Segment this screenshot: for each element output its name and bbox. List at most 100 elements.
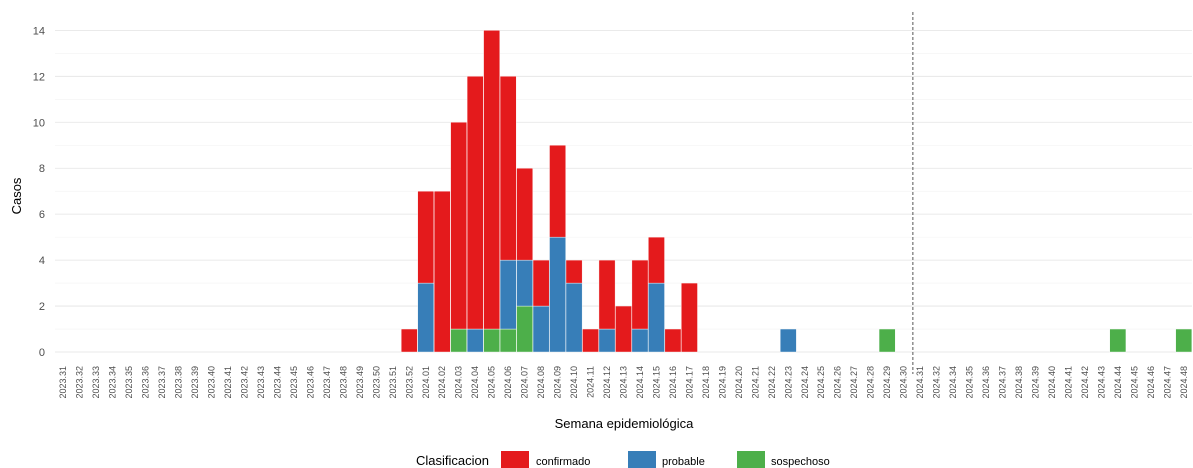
bar-probable-2024.08: [532, 305, 550, 353]
bar-confirmado-2024.04: [466, 76, 484, 330]
x-tick-label: 2024.20: [734, 366, 744, 399]
bar-sospechoso-2024.05: [483, 328, 500, 353]
bar-sospechoso-2024.07: [516, 305, 533, 353]
x-tick-label: 2023.51: [388, 366, 398, 399]
x-tick-label: 2024.23: [783, 366, 793, 399]
legend: Clasificacion confirmado probable sospecho…: [416, 451, 830, 468]
y-tick-label: 8: [39, 163, 45, 175]
x-tick-label: 2023.36: [141, 366, 151, 399]
x-tick-label: 2024.40: [1047, 366, 1057, 399]
legend-key-confirmado: [501, 451, 529, 468]
x-tick-label: 2023.48: [338, 366, 348, 399]
x-tick-label: 2024.03: [454, 366, 464, 399]
x-tick-label: 2024.24: [800, 366, 810, 399]
x-tick-label: 2024.41: [1063, 366, 1073, 399]
bar-probable-2024.04: [466, 328, 484, 353]
x-tick-label: 2023.45: [289, 366, 299, 399]
x-tick-label: 2024.34: [948, 366, 958, 399]
x-tick-label: 2024.26: [833, 366, 843, 399]
y-tick-label: 10: [33, 117, 45, 129]
bar-probable-2024.09: [549, 236, 566, 353]
x-tick-label: 2024.09: [553, 366, 563, 399]
bar-probable-2024.06: [499, 259, 517, 330]
bar-confirmado-2024.09: [549, 145, 566, 238]
legend-key-sospechoso: [737, 451, 765, 468]
x-tick-label: 2023.37: [157, 366, 167, 399]
legend-title: Clasificacion: [416, 453, 489, 468]
bar-confirmado-2024.02: [433, 190, 451, 353]
x-tick-label: 2024.19: [717, 366, 727, 399]
bar-probable-2024.12: [598, 328, 616, 353]
bar-confirmado-2024.11: [582, 328, 599, 353]
x-tick-label: 2024.16: [668, 366, 678, 399]
x-tick-label: 2024.36: [981, 366, 991, 399]
x-tick-label: 2024.02: [437, 366, 447, 399]
grid-lines: [55, 29, 1192, 353]
x-tick-label: 2023.47: [322, 366, 332, 399]
y-tick-label: 2: [39, 301, 45, 313]
bar-sospechoso-2024.29: [878, 328, 896, 353]
x-tick-label: 2024.07: [520, 366, 530, 399]
x-tick-label: 2024.08: [536, 366, 546, 399]
x-tick-label: 2024.29: [882, 366, 892, 399]
y-tick-label: 12: [33, 71, 45, 83]
bar-confirmado-2024.06: [499, 76, 517, 261]
x-tick-label: 2024.05: [487, 366, 497, 399]
bar-sospechoso-2024.44: [1109, 328, 1127, 353]
x-tick-label: 2024.11: [586, 366, 596, 398]
x-tick-label: 2024.43: [1096, 366, 1106, 399]
x-tick-label: 2024.35: [965, 366, 975, 399]
x-tick-label: 2023.39: [190, 366, 200, 399]
bar-confirmado-2024.12: [598, 259, 616, 330]
x-tick-label: 2024.48: [1179, 366, 1189, 399]
x-tick-label: 2024.21: [750, 366, 760, 399]
bar-confirmado-2024.13: [615, 305, 632, 353]
x-tick-label: 2023.31: [58, 366, 68, 399]
bar-probable-2024.10: [565, 282, 583, 353]
bar-confirmado-2024.10: [565, 259, 583, 284]
bar-probable-2024.15: [648, 282, 665, 353]
x-tick-label: 2024.44: [1113, 366, 1123, 399]
bar-sospechoso-2024.03: [450, 328, 467, 353]
x-tick-label: 2024.30: [899, 366, 909, 399]
bar-confirmado-2024.08: [532, 259, 550, 307]
bar-confirmado-2024.17: [681, 282, 698, 353]
x-tick-label: 2024.22: [767, 366, 777, 399]
x-tick-label: 2023.32: [75, 366, 85, 399]
x-tick-label: 2023.40: [207, 366, 217, 399]
x-tick-label: 2024.39: [1031, 366, 1041, 399]
x-tick-label: 2023.52: [404, 366, 414, 399]
bar-confirmado-2024.05: [483, 30, 500, 330]
bar-confirmado-2023.52: [401, 328, 418, 353]
y-tick-label: 14: [33, 25, 45, 37]
legend-label-probable: probable: [662, 456, 705, 468]
bar-probable-2024.23: [780, 328, 797, 353]
x-tick-label: 2024.18: [701, 366, 711, 399]
x-tick-label: 2023.44: [273, 366, 283, 399]
bar-confirmado-2024.01: [417, 190, 435, 284]
y-axis-title: Casos: [9, 177, 24, 214]
x-tick-label: 2023.41: [223, 366, 233, 399]
bar-confirmado-2024.15: [648, 236, 665, 284]
x-tick-label: 2024.31: [915, 366, 925, 399]
x-tick-label: 2024.06: [503, 366, 513, 399]
x-tick-label: 2024.38: [1014, 366, 1024, 399]
legend-label-sospechoso: sospechoso: [771, 456, 830, 468]
x-tick-label: 2024.47: [1162, 366, 1172, 399]
x-axis-title: Semana epidemiológica: [555, 416, 695, 431]
x-tick-label: 2023.49: [355, 366, 365, 399]
bar-confirmado-2024.07: [516, 168, 533, 261]
x-tick-label: 2024.14: [635, 366, 645, 399]
bar-probable-2024.01: [417, 282, 435, 353]
x-tick-label: 2023.33: [91, 366, 101, 399]
bar-sospechoso-2024.48: [1175, 328, 1193, 353]
x-tick-label: 2023.46: [305, 366, 315, 399]
y-axis-ticks: 0 2 4 6 8 10 12 14: [33, 25, 45, 359]
x-tick-label: 2024.28: [866, 366, 876, 399]
x-tick-label: 2024.42: [1080, 366, 1090, 399]
x-tick-label: 2023.34: [108, 366, 118, 399]
x-tick-label: 2024.25: [816, 366, 826, 399]
x-axis-ticks: 2023.31 2023.32 2023.33 2023.34 2023.35 2023.…: [58, 366, 1189, 399]
legend-key-probable: [628, 451, 656, 468]
